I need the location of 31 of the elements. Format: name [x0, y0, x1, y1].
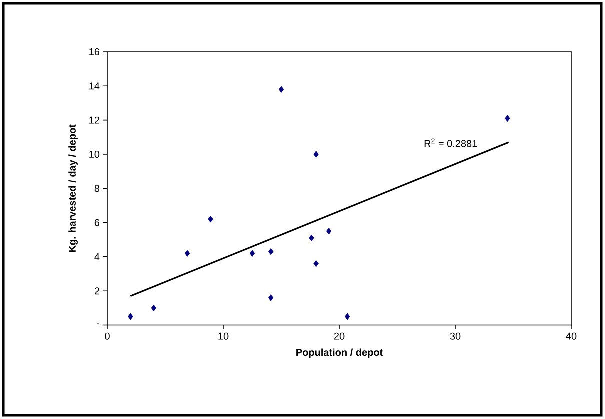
y-axis-title: Kg. harvested / day / depot: [68, 124, 78, 252]
x-tick-label: 0: [105, 332, 110, 340]
y-tick-label: 14: [90, 82, 100, 90]
point: [250, 250, 256, 257]
y-tick-label: 12: [90, 116, 100, 124]
y-tick-label: 10: [90, 150, 100, 158]
y-tick-label: 2: [94, 288, 100, 295]
point: [314, 260, 319, 268]
point: [326, 228, 332, 235]
point: [151, 304, 157, 312]
y-tick-label: 6: [94, 219, 100, 226]
y-tick-label: -: [97, 324, 100, 325]
x-tick-label: 20: [334, 332, 345, 340]
point: [345, 313, 350, 320]
point: [314, 151, 319, 158]
y-tick-label: 16: [90, 48, 100, 56]
point: [268, 248, 274, 256]
y-tick-label: 8: [94, 185, 100, 192]
point: [505, 115, 510, 122]
point: [278, 86, 284, 93]
x-tick-label: 30: [450, 332, 461, 340]
x-axis-title: Population / depot: [296, 348, 383, 358]
y-tick-label: 4: [94, 254, 100, 260]
point: [208, 216, 214, 223]
annotation: R$^{2}$ = 0.2881: [424, 138, 478, 148]
x-tick-label: 10: [218, 332, 229, 340]
point: [309, 234, 314, 242]
point: [268, 294, 274, 302]
point: [128, 313, 134, 320]
x-tick-label: 40: [566, 332, 577, 340]
point: [184, 250, 190, 257]
